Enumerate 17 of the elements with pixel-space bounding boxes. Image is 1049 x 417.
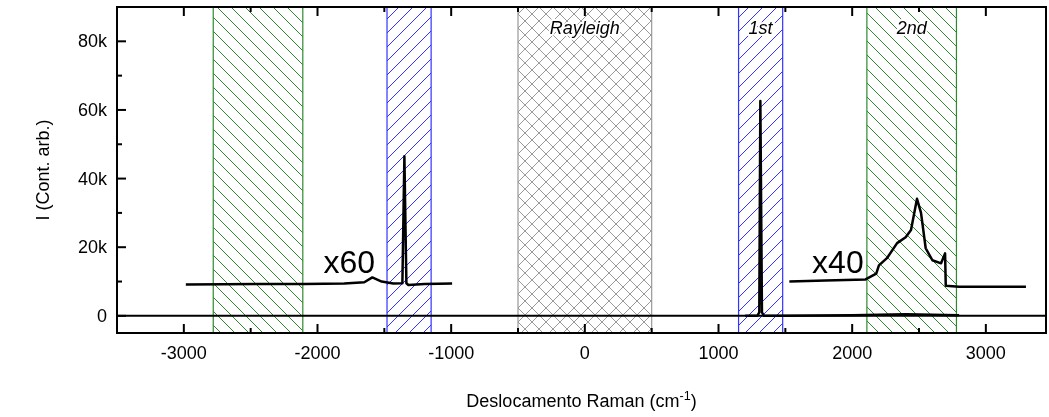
annotation: x40 [812,243,864,280]
y-tick-label: 40k [77,168,108,189]
y-tick-label: 0 [96,305,107,326]
x-axis-title: Deslocamento Raman (cm$^{-1}$) [466,389,697,411]
x-tick-label: 0 [579,343,590,363]
x-tick-label: -1000 [428,343,475,363]
x-tick-label: -3000 [160,343,207,363]
y-axis-title: I (Cont. arb.) [33,119,53,221]
y-tick-label: 20k [77,237,108,258]
x-tick-label: 3000 [965,343,1006,363]
x-tick-label: 1000 [698,343,739,363]
band-label: Rayleigh [549,18,620,38]
y-tick-label: 60k [77,99,108,120]
annotation: x60 [323,243,376,280]
x-tick-label: -2000 [294,343,341,363]
y-tick-label: 80k [77,31,108,52]
x-tick-label: 2000 [832,343,873,363]
